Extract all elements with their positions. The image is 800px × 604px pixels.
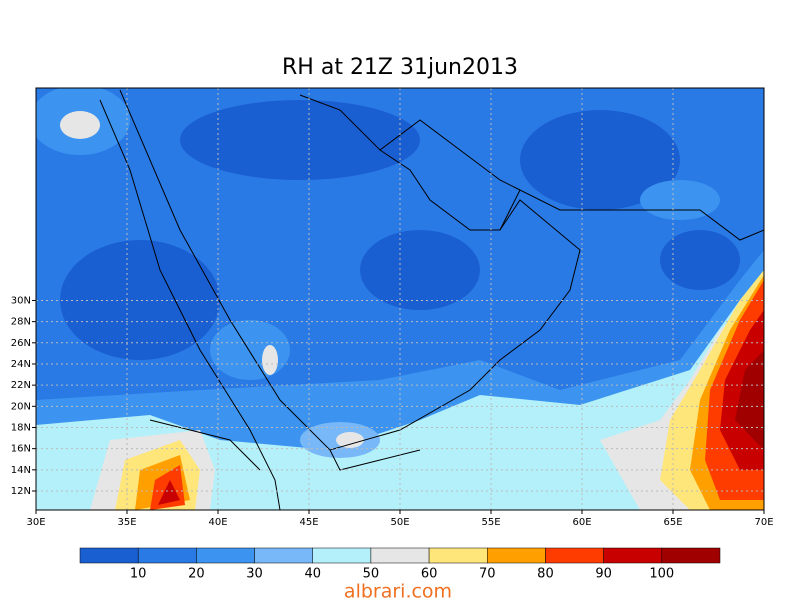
rh-region — [660, 230, 740, 290]
colorbar-box — [428, 547, 488, 564]
lon-label: 30E — [26, 517, 45, 528]
lat-label: 14N — [11, 465, 31, 476]
rh-region — [360, 230, 480, 310]
colorbar-label: 80 — [537, 567, 554, 582]
colorbar-label: 60 — [421, 567, 438, 582]
rh-region — [640, 180, 720, 220]
colorbar-box — [370, 547, 430, 564]
rh-region — [60, 240, 220, 360]
map-title: RH at 21Z 31jun2013 — [282, 55, 518, 80]
lat-label: 24N — [11, 359, 31, 370]
rh-region — [520, 110, 680, 210]
colorbar-label: 20 — [188, 567, 205, 582]
colorbar-box — [254, 547, 313, 564]
colorbar-box — [137, 547, 197, 564]
lon-label: 45E — [299, 517, 318, 528]
lon-label: 35E — [117, 517, 136, 528]
colorbar-box — [487, 547, 546, 564]
rh-region — [180, 100, 420, 180]
rh-region — [336, 432, 364, 448]
colorbar-box — [545, 547, 604, 564]
lat-label: 22N — [11, 380, 31, 391]
graticule: 30E 35E 40E 45E 50E 55E 60E 65E 70E 12N 14N 16N 18N 2… — [11, 88, 774, 528]
lat-label: 26N — [11, 338, 31, 349]
colorbar-label: 70 — [479, 567, 496, 582]
lon-label: 60E — [572, 517, 591, 528]
colorbar-box — [312, 547, 372, 564]
colorbar-box — [79, 547, 139, 564]
lon-label: 50E — [390, 517, 409, 528]
colorbar-label: 30 — [246, 567, 263, 582]
colorbar-label: 40 — [304, 567, 321, 582]
lat-label: 30N — [11, 295, 31, 306]
rh-region — [60, 111, 100, 139]
colorbar-label: 10 — [130, 567, 147, 582]
map-frame — [35, 87, 765, 511]
rh-region — [158, 480, 180, 505]
lon-label: 55E — [481, 517, 500, 528]
rh-region — [210, 320, 290, 380]
lat-label: 18N — [11, 422, 31, 433]
lon-label: 65E — [663, 517, 682, 528]
rh-region — [735, 350, 764, 450]
colorbar-label: 100 — [649, 567, 674, 582]
colorbar-label: 90 — [595, 567, 612, 582]
colorbar: 10 20 30 40 50 60 70 80 90 100 — [79, 547, 721, 582]
rh-field — [36, 88, 764, 510]
colorbar-box — [196, 547, 255, 564]
lat-label: 16N — [11, 444, 31, 455]
colorbar-box — [661, 547, 721, 564]
rh-region — [262, 345, 278, 375]
lat-label: 12N — [11, 486, 31, 497]
colorbar-label: 50 — [363, 567, 380, 582]
lat-label: 28N — [11, 317, 31, 328]
lon-label: 70E — [754, 517, 773, 528]
lon-label: 40E — [208, 517, 227, 528]
colorbar-box — [603, 547, 663, 564]
watermark: albrari.com — [344, 581, 452, 601]
lat-label: 20N — [11, 401, 31, 412]
